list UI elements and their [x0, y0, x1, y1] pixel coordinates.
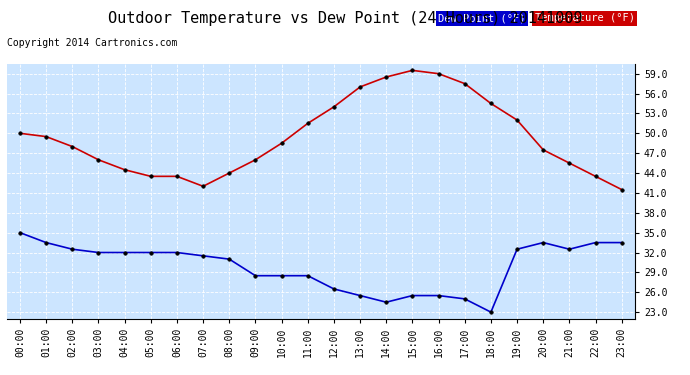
Text: Copyright 2014 Cartronics.com: Copyright 2014 Cartronics.com: [7, 38, 177, 48]
Text: Temperature (°F): Temperature (°F): [535, 13, 635, 23]
Text: Outdoor Temperature vs Dew Point (24 Hours) 20141009: Outdoor Temperature vs Dew Point (24 Hou…: [108, 11, 582, 26]
Text: Dew Point (°F): Dew Point (°F): [438, 13, 526, 23]
